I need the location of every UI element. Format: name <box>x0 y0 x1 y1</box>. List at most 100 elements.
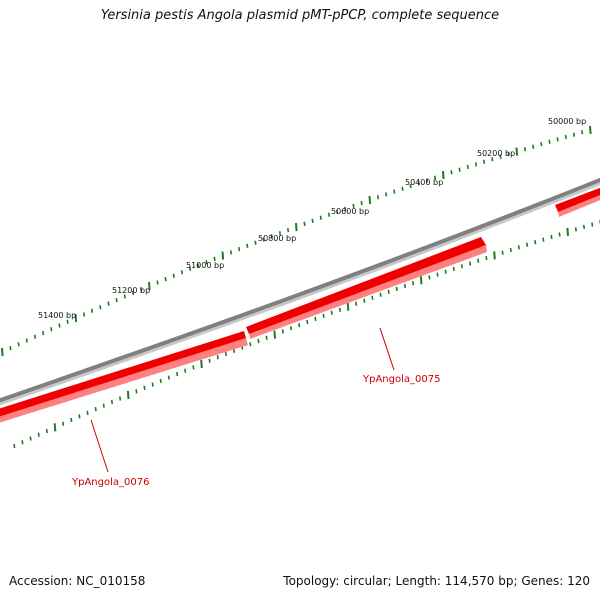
inner-scale-tick-minor <box>542 237 545 242</box>
outer-scale-tick-minor <box>278 231 282 236</box>
outer-scale-tick-minor <box>189 266 192 272</box>
inner-scale-tick-minor <box>151 382 154 387</box>
outer-scale-tick-major <box>74 314 78 323</box>
outer-scale-tick-minor <box>491 157 494 162</box>
scale-label-50000: 50000 bp <box>548 117 586 126</box>
outer-scale-tick-minor <box>523 146 527 152</box>
outer-scale-tick-minor <box>229 250 233 255</box>
inner-scale-tick-minor <box>224 351 227 357</box>
outer-scale-tick-minor <box>205 260 208 265</box>
inner-scale-tick-major <box>493 251 496 260</box>
inner-scale-tick-minor <box>119 396 122 401</box>
outer-scale-tick-minor <box>246 243 249 249</box>
inner-scale-tick-minor <box>363 298 366 303</box>
outer-scale-tick-minor <box>532 144 535 149</box>
outer-scale-tick-major <box>442 170 445 180</box>
outer-scale-tick-minor <box>540 142 543 147</box>
outer-scale-tick-minor <box>9 345 12 351</box>
outer-scale-tick-minor <box>336 209 339 215</box>
inner-scale-tick-minor <box>176 371 179 377</box>
inner-scale-tick-major <box>53 423 57 432</box>
outer-scale-tick-minor <box>474 162 478 167</box>
inner-scale-tick-minor <box>135 389 138 394</box>
inner-scale-tick-minor <box>102 403 105 408</box>
outer-scale-tick-minor <box>172 273 175 278</box>
inner-scale-tick-minor <box>485 255 488 261</box>
outer-scale-tick-minor <box>115 297 118 303</box>
inner-scale-tick-minor <box>591 222 594 227</box>
inner-scale-tick-minor <box>574 227 577 232</box>
gene-ypangola-0075-shadow <box>249 245 487 339</box>
inner-scale-tick-minor <box>78 414 81 419</box>
inner-scale-tick-minor <box>143 385 146 391</box>
inner-scale-tick-minor <box>110 399 114 405</box>
inner-scale-tick-minor <box>257 338 260 344</box>
inner-scale-tick-minor <box>265 335 268 340</box>
inner-scale-tick-minor <box>395 286 398 292</box>
gene-partial-arrow <box>555 187 600 212</box>
outer-scale-tick-minor <box>401 186 404 191</box>
outer-scale-tick-minor <box>180 270 184 275</box>
inner-scale-tick-minor <box>29 436 32 441</box>
inner-scale-tick-minor <box>192 365 195 370</box>
outer-scale-tick-major <box>368 196 372 205</box>
outer-scale-tick-minor <box>164 276 167 282</box>
outer-scale-tick-minor <box>213 256 216 262</box>
outer-scale-tick-minor <box>123 294 126 299</box>
inner-scale-tick-minor <box>355 301 358 306</box>
outer-scale-tick-minor <box>507 151 510 157</box>
outer-scale-ticks <box>1 125 592 357</box>
inner-scale-tick-minor <box>444 269 447 274</box>
outer-scale-tick-minor <box>417 181 420 186</box>
outer-scale-tick-minor <box>360 200 363 206</box>
outer-scale-tick-minor <box>319 215 322 220</box>
inner-scale-tick-major <box>346 302 350 311</box>
scale-label-50200: 50200 bp <box>477 149 515 158</box>
inner-scale-tick-minor <box>403 283 407 289</box>
outer-scale-tick-minor <box>140 287 143 292</box>
inner-scale-tick-minor <box>477 258 480 263</box>
inner-scale-tick-major <box>273 330 276 339</box>
topology-label: Topology: circular; Length: 114,570 bp; … <box>283 574 590 588</box>
outer-scale-tick-minor <box>425 178 429 183</box>
plasmid-backbone <box>0 177 600 403</box>
inner-scale-tick-minor <box>70 417 73 423</box>
inner-scale-tick-minor <box>208 358 211 363</box>
outer-scale-tick-minor <box>327 212 331 217</box>
outer-scale-tick-minor <box>238 246 241 252</box>
inner-scale-tick-minor <box>314 316 317 322</box>
outer-scale-tick-minor <box>572 132 576 137</box>
inner-scale-tick-minor <box>452 266 455 272</box>
outer-scale-tick-minor <box>581 130 584 135</box>
scale-label-51200: 51200 bp <box>112 286 150 295</box>
outer-scale-tick-major <box>515 147 519 156</box>
inner-scale-tick-major <box>566 227 569 236</box>
outer-scale-tick-minor <box>33 334 37 339</box>
outer-scale-tick-minor <box>458 167 461 172</box>
inner-scale-tick-minor <box>412 280 415 286</box>
inner-scale-tick-minor <box>534 239 537 245</box>
outer-scale-tick-minor <box>99 305 102 310</box>
outer-scale-tick-minor <box>287 227 290 233</box>
outer-scale-tick-minor <box>254 240 257 245</box>
inner-scale-tick-minor <box>289 326 293 331</box>
inner-scale-tick-minor <box>45 428 48 434</box>
scale-label-51400: 51400 bp <box>38 311 76 320</box>
inner-scale-tick-minor <box>216 355 219 360</box>
outer-scale-tick-minor <box>556 137 559 142</box>
outer-scale-tick-minor <box>483 159 486 164</box>
gene-ypangola-0076-shadow <box>0 338 248 423</box>
inner-scale-tick-major <box>200 359 203 369</box>
inner-scale-tick-minor <box>249 342 252 347</box>
inner-scale-tick-minor <box>233 348 236 353</box>
outer-scale-tick-minor <box>82 312 86 317</box>
outer-scale-tick-major <box>221 251 225 260</box>
inner-scale-tick-minor <box>94 406 97 412</box>
inner-scale-ticks <box>13 220 600 449</box>
inner-scale-tick-minor <box>37 432 40 437</box>
scale-label-51000: 51000 bp <box>186 261 224 270</box>
inner-scale-tick-minor <box>558 232 561 237</box>
inner-scale-tick-minor <box>501 250 504 255</box>
outer-scale-tick-minor <box>91 308 94 313</box>
outer-scale-tick-minor <box>434 175 437 180</box>
